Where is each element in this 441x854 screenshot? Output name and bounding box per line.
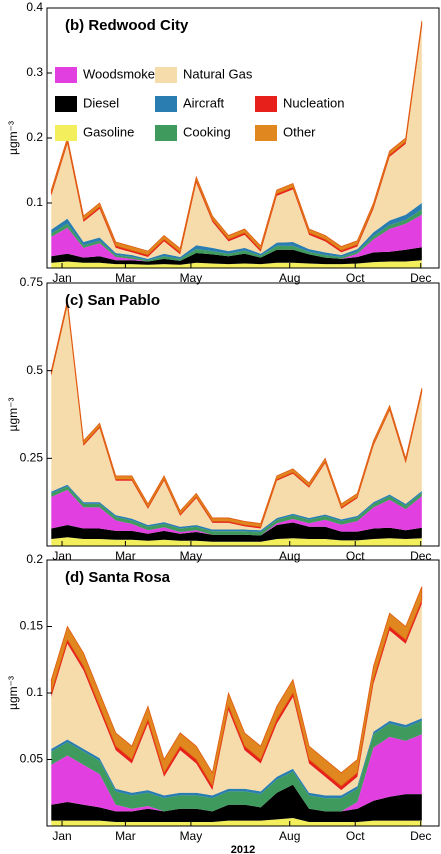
y-tick-label: 0.2 [26, 130, 43, 144]
area-layer [51, 214, 422, 262]
legend-swatch [255, 125, 277, 141]
area-layer [51, 305, 422, 531]
x-tick-label: Mar [115, 829, 136, 843]
area-layer [51, 522, 422, 542]
x-tick-label: Oct [346, 549, 365, 563]
area-layer [51, 784, 422, 823]
y-tick-label: 0.1 [26, 195, 43, 209]
area-layer [51, 603, 422, 796]
y-axis-label: µgm⁻³ [6, 676, 20, 710]
area-layer [50, 586, 423, 788]
area-layer [50, 20, 423, 256]
legend-label: Aircraft [183, 95, 225, 110]
area-layer [51, 734, 422, 812]
y-tick-label: 0.5 [26, 363, 43, 377]
legend-swatch [255, 96, 277, 112]
x-tick-label: Oct [346, 271, 365, 285]
x-tick-label: Mar [115, 271, 136, 285]
panel-title: (b) Redwood City [65, 17, 189, 34]
legend-label: Gasoline [83, 124, 134, 139]
legend-swatch [155, 125, 177, 141]
legend-swatch [55, 96, 77, 112]
y-tick-label: 0.2 [26, 552, 43, 566]
x-tick-label: May [180, 271, 203, 285]
area-layer [51, 718, 422, 799]
y-axis-label: µgm⁻³ [6, 121, 20, 155]
y-tick-label: 0.15 [20, 619, 44, 633]
area-layer [51, 489, 422, 536]
x-tick-label: Dec [410, 549, 431, 563]
x-tick-label: Jan [52, 549, 71, 563]
area-layer [51, 260, 422, 268]
y-tick-label: 0.4 [26, 0, 43, 14]
y-tick-label: 0.75 [20, 275, 44, 289]
area-layer [51, 720, 422, 812]
area-layer [50, 300, 423, 528]
y-tick-label: 0.3 [26, 65, 43, 79]
y-tick-label: 0.05 [20, 752, 44, 766]
legend-label: Other [283, 124, 316, 139]
x-tick-label: Dec [410, 271, 431, 285]
panel-title: (c) San Pablo [65, 292, 160, 309]
area-layer [51, 247, 422, 265]
x-tick-label: Oct [346, 829, 365, 843]
x-tick-label: May [180, 549, 203, 563]
legend-swatch [55, 125, 77, 141]
legend-label: Diesel [83, 95, 119, 110]
y-tick-label: 0.25 [20, 451, 44, 465]
y-tick-label: 0.1 [26, 685, 43, 699]
x-tick-label: May [180, 829, 203, 843]
area-layer [51, 537, 422, 546]
legend-swatch [155, 67, 177, 83]
legend-label: Nucleation [283, 95, 344, 110]
x-tick-label: Aug [279, 829, 300, 843]
legend-label: Natural Gas [183, 66, 253, 81]
panel-title: (d) Santa Rosa [65, 569, 171, 586]
plot-frame [46, 282, 440, 547]
x-tick-label: Aug [279, 271, 300, 285]
area-layer [51, 818, 422, 826]
x-tick-label: Mar [115, 549, 136, 563]
x-tick-label: Dec [410, 829, 431, 843]
x-tick-label: Jan [52, 271, 71, 285]
legend-label: Woodsmoke [83, 66, 155, 81]
x-tick-label: Jan [52, 829, 71, 843]
legend-swatch [155, 96, 177, 112]
legend-swatch [55, 67, 77, 83]
x-axis-label: 2012 [231, 844, 255, 854]
area-layer [51, 26, 422, 259]
x-tick-label: Aug [279, 549, 300, 563]
legend-label: Cooking [183, 124, 231, 139]
y-axis-label: µgm⁻³ [6, 398, 20, 432]
